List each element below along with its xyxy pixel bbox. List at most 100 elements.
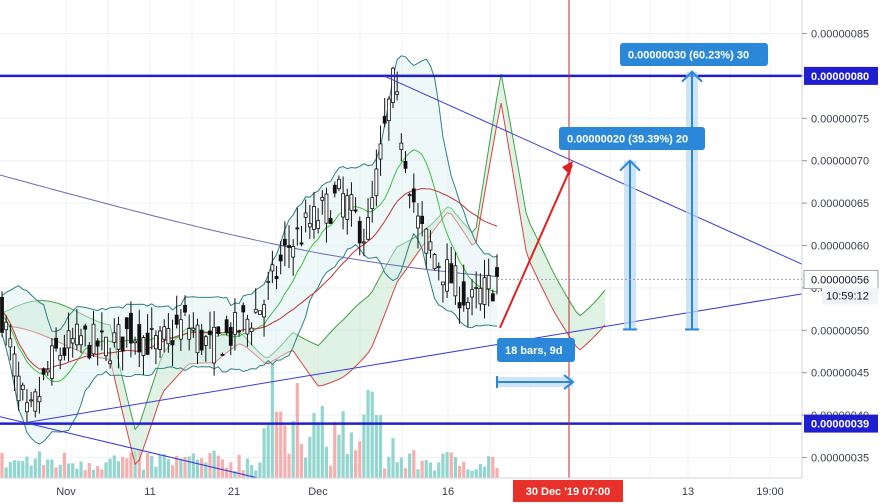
volume-bar: [112, 455, 116, 478]
cloud-segment: [14, 305, 19, 328]
volume-bar: [358, 441, 362, 478]
y-tick-label: 0.00000050: [811, 325, 869, 337]
volume-bar: [445, 451, 449, 478]
candle-body: [257, 310, 262, 315]
volume-bar: [0, 452, 4, 478]
cloud-segment: [18, 303, 23, 329]
volume-bar: [287, 453, 291, 478]
cloud-segment: [122, 378, 127, 431]
candle-body: [449, 263, 454, 284]
volume-bar: [129, 452, 133, 478]
candle-body: [486, 275, 491, 290]
volume-bar: [341, 411, 345, 478]
volume-bar: [491, 457, 495, 478]
bollinger-basis: [1, 149, 498, 383]
candle-body: [353, 209, 358, 212]
volume-bar: [158, 454, 162, 478]
y-tick-label: 0.00000085: [811, 29, 869, 41]
candle-body: [233, 312, 237, 335]
volume-bar: [266, 425, 270, 478]
candle-body: [457, 302, 462, 309]
candle-body: [79, 335, 83, 346]
cloud-segment: [451, 208, 456, 220]
candle-body: [58, 354, 63, 361]
volume-bar: [270, 363, 274, 478]
volume-bar: [104, 462, 108, 478]
volume-bar: [116, 461, 121, 478]
cloud-segment: [600, 289, 606, 330]
candle-body: [399, 142, 404, 150]
cloud-segment: [521, 189, 527, 252]
level-price-label: 0.00000039: [811, 419, 869, 431]
cloud-segment: [313, 343, 319, 386]
volume-bar: [353, 450, 358, 478]
volume-bar: [91, 469, 96, 478]
candle-body: [95, 340, 100, 347]
candle-body: [328, 218, 333, 224]
volume-bar: [58, 464, 62, 478]
candle-body: [274, 276, 279, 280]
candle-body: [133, 340, 138, 344]
range-label-bg: [497, 338, 575, 362]
volume-bar: [121, 456, 125, 478]
volume-bar: [482, 466, 487, 478]
candle-body: [170, 340, 175, 346]
cloud-segment: [35, 300, 40, 334]
cloud-segment: [301, 337, 306, 369]
volume-bar: [187, 456, 191, 478]
cloud-segment: [380, 268, 385, 326]
candle-body: [299, 242, 304, 245]
volume-bar: [441, 453, 445, 478]
candle-body: [120, 336, 125, 352]
cloud-segment: [338, 319, 344, 380]
cloud-segment: [488, 122, 493, 171]
volume-bar: [433, 470, 437, 478]
volume-bar: [71, 463, 75, 478]
candle-body: [366, 216, 370, 240]
candle-body: [25, 402, 29, 413]
lower-trend-line: [19, 293, 803, 425]
target-label-39-bg: [559, 127, 705, 150]
volume-bar: [395, 462, 399, 478]
cloud-segment: [530, 224, 535, 272]
volume-bar: [204, 462, 208, 478]
bollinger-upper: [1, 55, 498, 332]
cloud-segment: [393, 246, 398, 293]
cloud-segment: [309, 341, 314, 381]
cloud-segment: [542, 250, 547, 298]
cloud-segment: [359, 299, 364, 363]
candle-body: [395, 91, 400, 95]
date-highlight-label: 30 Dec '19 07:00: [526, 486, 611, 498]
volume-bar: [162, 454, 166, 478]
candle-body: [341, 193, 345, 218]
candle-body: [357, 220, 362, 244]
volume-bar: [324, 446, 329, 478]
candle-body: [4, 321, 9, 331]
level-price-tag: [804, 414, 878, 433]
volume-bar: [66, 463, 71, 478]
cloud-span-a: [1, 73, 606, 431]
candle-body: [145, 332, 150, 355]
cloud-segment: [135, 424, 140, 465]
cloud-segment: [222, 334, 227, 357]
candle-body: [66, 330, 71, 349]
cloud-segment: [372, 283, 377, 347]
x-tick-label: 19:00: [756, 486, 784, 498]
candle-body: [216, 326, 221, 334]
volume-bar: [316, 422, 320, 478]
candle-body: [33, 391, 38, 412]
volume-bar: [403, 468, 408, 478]
volume-bar: [420, 460, 424, 478]
candle-body: [378, 143, 383, 160]
volume-bar: [416, 469, 420, 478]
volume-bar: [437, 462, 441, 478]
volume-bar: [374, 415, 378, 478]
measure-arrow-head: [681, 70, 703, 83]
descending-trend-line: [0, 416, 301, 489]
volume-bar: [312, 412, 316, 478]
cloud-segment: [455, 213, 460, 226]
volume-bar: [41, 465, 46, 478]
cloud-layer: [1, 73, 606, 466]
